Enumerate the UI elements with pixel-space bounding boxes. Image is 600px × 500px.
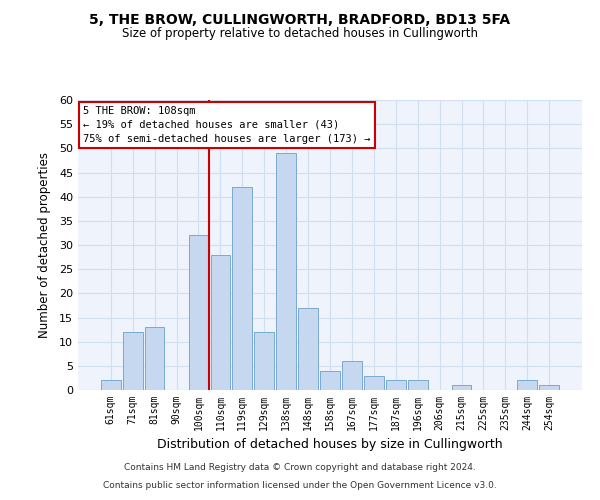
Bar <box>101 380 121 390</box>
Text: Contains public sector information licensed under the Open Government Licence v3: Contains public sector information licen… <box>103 481 497 490</box>
Bar <box>211 254 230 390</box>
Bar <box>517 380 537 390</box>
Bar <box>145 327 164 390</box>
Bar <box>254 332 274 390</box>
Text: 5, THE BROW, CULLINGWORTH, BRADFORD, BD13 5FA: 5, THE BROW, CULLINGWORTH, BRADFORD, BD1… <box>89 12 511 26</box>
Text: 5 THE BROW: 108sqm
← 19% of detached houses are smaller (43)
75% of semi-detache: 5 THE BROW: 108sqm ← 19% of detached hou… <box>83 106 371 144</box>
Bar <box>320 370 340 390</box>
Y-axis label: Number of detached properties: Number of detached properties <box>38 152 50 338</box>
Bar <box>539 385 559 390</box>
Bar <box>123 332 143 390</box>
Bar <box>408 380 428 390</box>
Bar <box>386 380 406 390</box>
Bar <box>232 187 252 390</box>
Bar <box>364 376 384 390</box>
Bar <box>452 385 472 390</box>
Text: Size of property relative to detached houses in Cullingworth: Size of property relative to detached ho… <box>122 28 478 40</box>
X-axis label: Distribution of detached houses by size in Cullingworth: Distribution of detached houses by size … <box>157 438 503 452</box>
Bar <box>298 308 318 390</box>
Bar <box>342 361 362 390</box>
Bar <box>188 236 208 390</box>
Bar <box>276 153 296 390</box>
Text: Contains HM Land Registry data © Crown copyright and database right 2024.: Contains HM Land Registry data © Crown c… <box>124 464 476 472</box>
